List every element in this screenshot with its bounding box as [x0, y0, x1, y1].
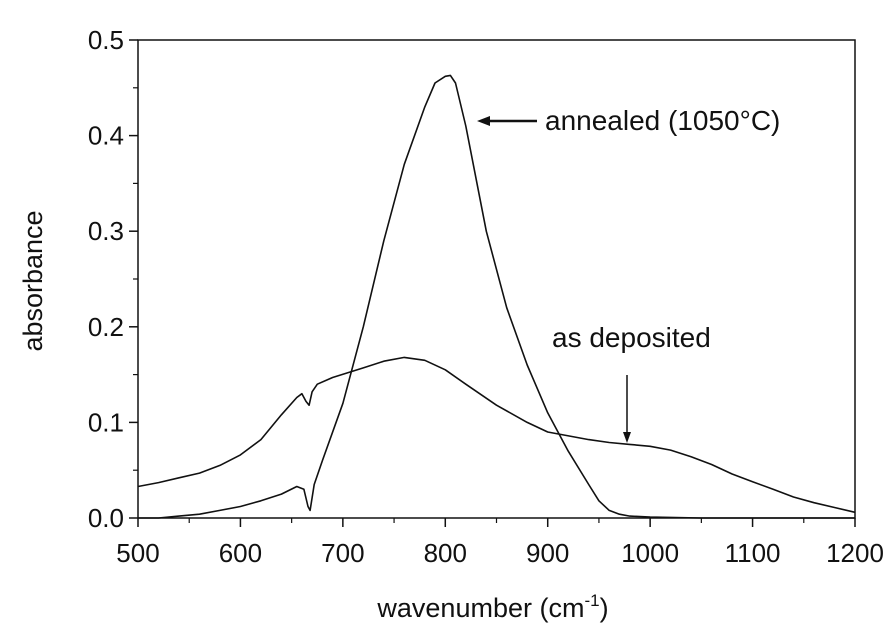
x-axis-title-close: ): [600, 593, 609, 623]
y-tick-label: 0.1: [88, 407, 124, 437]
x-axis-title-superscript: -1: [584, 591, 599, 610]
x-tick-label: 1000: [621, 538, 679, 568]
series-layer: [137, 74, 856, 519]
y-axis: 0.0 0.1 0.2 0.3 0.4 0.5: [88, 25, 138, 533]
annealed-series-line: [138, 74, 855, 519]
x-axis-title: wavenumber (cm-1): [376, 591, 608, 623]
y-axis-title: absorbance: [18, 210, 48, 351]
y-tick-label: 0.4: [88, 121, 124, 151]
as-deposited-annotation: as deposited: [552, 322, 711, 443]
as-deposited-label: as deposited: [552, 322, 711, 353]
as-deposited-series-line: [137, 356, 856, 514]
y-tick-label: 0.5: [88, 25, 124, 55]
x-tick-label: 800: [424, 538, 467, 568]
annealed-arrow-head: [477, 116, 490, 126]
y-tick-label: 0.2: [88, 312, 124, 342]
as-deposited-arrow-head: [623, 432, 631, 443]
x-axis-title-main: wavenumber (cm: [376, 593, 584, 623]
x-tick-label: 900: [526, 538, 569, 568]
annealed-annotation: annealed (1050°C): [477, 105, 780, 136]
annealed-label: annealed (1050°C): [545, 105, 780, 136]
x-tick-label: 1100: [725, 538, 781, 568]
y-tick-label: 0.3: [88, 216, 124, 246]
x-tick-label: 600: [219, 538, 262, 568]
x-axis: 500 600 700 800 900 1000 1100 1200: [116, 518, 884, 568]
y-tick-label: 0.0: [88, 503, 124, 533]
x-tick-label: 500: [116, 538, 159, 568]
x-tick-label: 1200: [826, 538, 884, 568]
x-tick-label: 700: [321, 538, 364, 568]
